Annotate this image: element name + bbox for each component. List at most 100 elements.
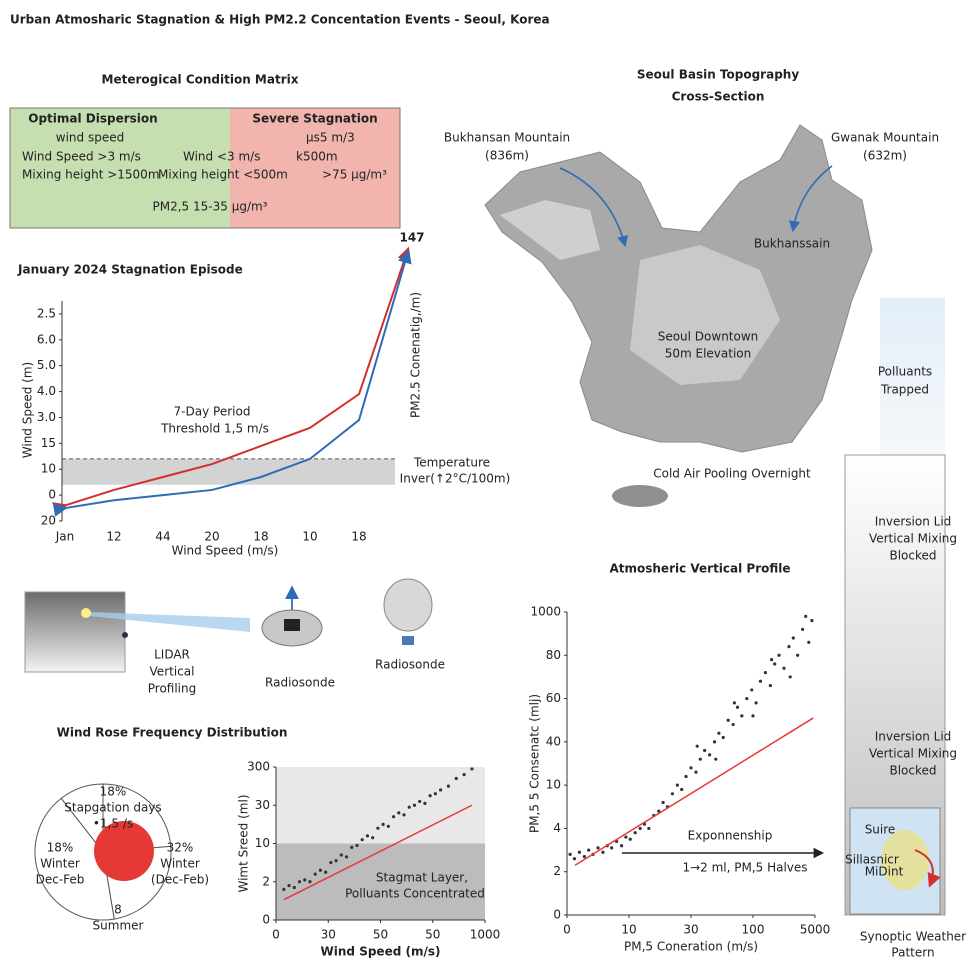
point: [587, 848, 591, 852]
point: [428, 794, 432, 798]
optimal-box: [10, 108, 230, 228]
balloon: [383, 578, 433, 632]
annotation: 7-Day Period: [174, 405, 251, 419]
point: [721, 735, 725, 740]
x-tick-label: 18: [253, 530, 268, 544]
point: [582, 854, 586, 859]
point: [282, 887, 286, 892]
point: [670, 792, 675, 796]
chart-title: Wind Rose Frequency Distribution: [57, 726, 288, 740]
panel-label: Blocked: [889, 764, 936, 778]
x-axis-label: Wind Speed (m/s): [172, 544, 279, 558]
y-tick-label: 3.0: [37, 410, 56, 424]
point: [360, 838, 364, 842]
point: [308, 880, 312, 884]
map: [484, 124, 873, 507]
point: [601, 850, 605, 854]
x-axis-label: Wind Speed (m/s): [321, 945, 441, 959]
instrument-label: Radiosonde: [265, 676, 335, 690]
x-axis-label: PM,5 Coneration (m/s): [624, 940, 758, 954]
point: [376, 826, 380, 830]
point: [329, 861, 333, 865]
matrix-item: Wind Speed >3 m/s: [22, 150, 141, 164]
y-tick-label: 20: [41, 514, 56, 528]
map-label: Bukhanssain: [754, 237, 830, 251]
point: [689, 766, 693, 770]
panel-label: Polluants: [878, 365, 932, 379]
point: [577, 850, 582, 854]
point: [731, 722, 735, 727]
point: [324, 870, 328, 874]
panel-caption: Pattern: [891, 946, 934, 960]
map-label: 50m Elevation: [665, 347, 752, 361]
lidar-beam: [88, 612, 250, 632]
point: [695, 744, 699, 748]
panel-label: Inversion Lid: [875, 515, 952, 529]
matrix-item: µs5 m/3: [306, 131, 355, 145]
map-label: (632m): [863, 149, 907, 163]
y-axis-label: PM,5 5 Consenatc (mlj): [528, 694, 542, 833]
point: [791, 636, 795, 640]
point: [751, 714, 755, 718]
segment-label: Dec-Feb: [36, 873, 85, 887]
matrix-heading: Optimal Dispersion: [28, 112, 157, 126]
map-title: Seoul Basin Topography: [637, 68, 799, 82]
x-tick-label: 0: [272, 928, 280, 942]
point: [807, 640, 811, 644]
flow-arrow: [559, 167, 629, 248]
point: [407, 805, 411, 809]
panel-label: Vertical Mixing: [869, 532, 957, 546]
x-tick-label: 10: [621, 923, 636, 937]
y-tick-label: 2.5: [37, 306, 56, 320]
y-tick-label: 4.0: [37, 384, 56, 398]
y-tick-label: 2: [262, 874, 270, 888]
y-tick-label: 15: [41, 436, 56, 450]
end-label: 147: [399, 230, 424, 244]
point: [763, 671, 768, 675]
x-tick-label: 5000: [800, 923, 831, 937]
y-axis-label: Wind Speed (m): [21, 362, 35, 458]
annotation: Inver(↑2°C/100m): [400, 472, 511, 486]
segment-label: Stapgation days: [64, 801, 161, 815]
ridge: [500, 200, 600, 260]
inset-arrow: [914, 849, 941, 888]
point: [339, 853, 343, 857]
sky-column: [880, 298, 945, 458]
page-title: Urban Atmosharic Stagnation & High PM2.2…: [10, 13, 550, 27]
point: [684, 774, 688, 779]
point: [350, 845, 354, 849]
panel-label: Trapped: [880, 383, 929, 397]
point: [768, 683, 772, 688]
point: [714, 757, 718, 761]
lidar-source: [81, 608, 91, 618]
point: [318, 868, 323, 872]
point: [371, 836, 375, 840]
rose-sector: [34, 797, 115, 921]
y-tick-label: 4: [553, 821, 561, 835]
threshold-band: [62, 458, 395, 485]
point: [770, 658, 774, 662]
point: [624, 835, 628, 839]
inset-label: Suire: [865, 823, 896, 837]
y-tick-label: 10: [41, 462, 56, 476]
map-label: (836m): [485, 149, 529, 163]
segment-label: (Dec-Feb): [151, 873, 209, 887]
point: [596, 846, 600, 850]
x-tick-label: 50: [373, 928, 388, 942]
point: [397, 811, 401, 815]
lidar-scene: [24, 591, 126, 673]
point: [365, 834, 370, 838]
x-tick-label: 10: [302, 530, 317, 544]
point: [412, 803, 417, 807]
point: [703, 748, 707, 753]
severe-box: [230, 108, 400, 228]
x-tick-label: 1000: [470, 928, 501, 942]
x-tick-label: 0: [563, 923, 571, 937]
inset-high: [881, 830, 929, 890]
point: [633, 831, 637, 835]
matrix-item: Mixing height <500m: [158, 168, 288, 182]
point: [782, 666, 786, 670]
point: [287, 883, 291, 888]
inset-label: MiDint: [865, 865, 904, 879]
segment-label: Winter: [160, 857, 200, 871]
